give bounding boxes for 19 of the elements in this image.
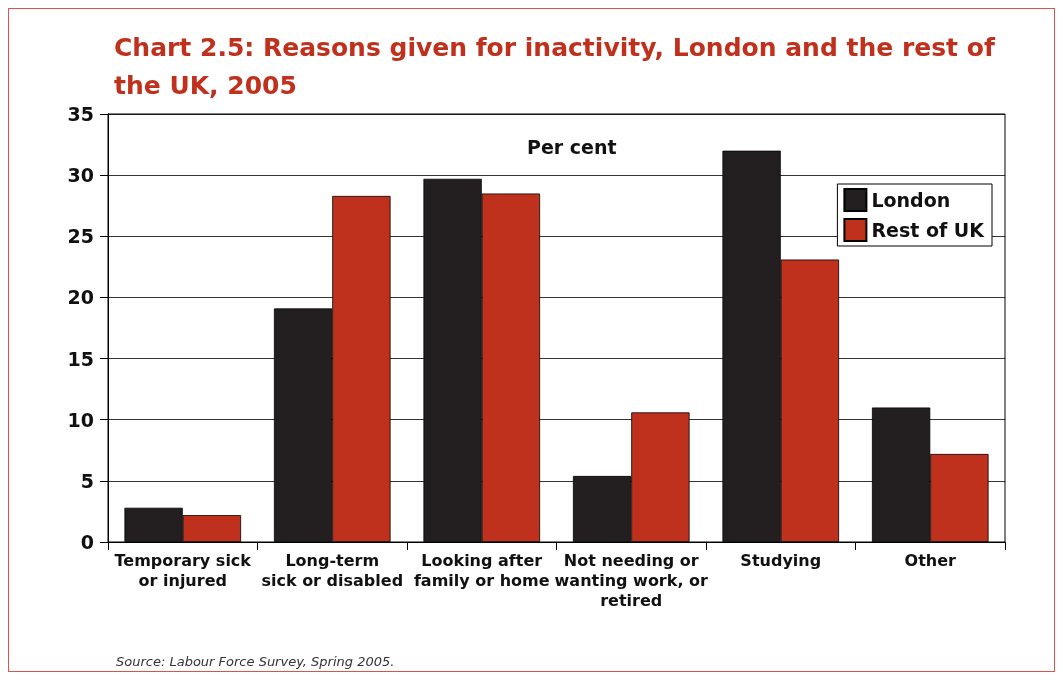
y-tick-label: 25 [67, 225, 94, 248]
legend-label: Rest of UK [871, 219, 986, 241]
x-tick-label: Not needing or wanting work, or retired [554, 550, 709, 610]
x-tick-label: Looking after family or home [413, 550, 550, 590]
y-tick-label: 20 [67, 286, 94, 309]
y-tick-label: 0 [80, 531, 94, 553]
x-tick-label: Temporary sick or injured [114, 550, 252, 590]
y-tick-label: 35 [67, 103, 94, 125]
y-tick-label: 15 [67, 347, 94, 370]
legend-label: London [871, 189, 951, 211]
x-tick-label: Other [904, 550, 957, 570]
x-tick-label: Long-term sick or disabled [261, 550, 404, 590]
chart-title: Chart 2.5: Reasons given for inactivity, London and the rest of the UK, 2005 [114, 32, 996, 100]
y-tick-label: 5 [80, 469, 94, 492]
y-axis-title: Per cent [527, 135, 617, 158]
y-tick-label: 30 [67, 164, 94, 187]
source-note: Source: Labour Force Survey, Spring 2005. [116, 654, 395, 669]
y-tick-label: 10 [67, 408, 94, 431]
x-tick-label: Studying [740, 550, 822, 570]
